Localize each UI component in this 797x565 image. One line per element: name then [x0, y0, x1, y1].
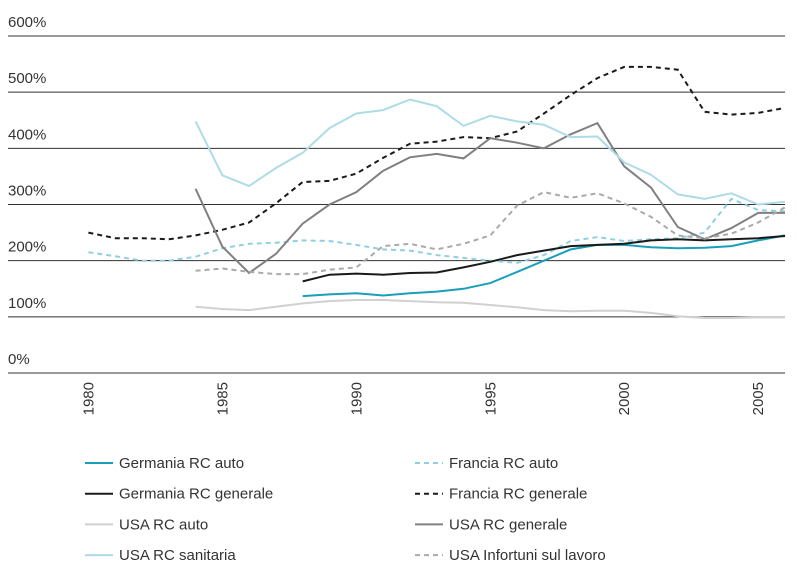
- x-tick-label: 1980: [80, 382, 97, 415]
- x-tick-label: 1990: [348, 382, 365, 415]
- legend-label: USA RC generale: [449, 516, 567, 533]
- y-tick-label: 100%: [8, 295, 46, 312]
- legend-label: Francia RC auto: [449, 455, 558, 472]
- legend-label: USA Infortuni sul lavoro: [449, 547, 606, 564]
- legend-label: USA RC auto: [119, 516, 208, 533]
- y-tick-label: 400%: [8, 126, 46, 143]
- y-tick-label: 500%: [8, 70, 46, 87]
- legend-label: USA RC sanitaria: [119, 547, 236, 564]
- legend-label: Germania RC generale: [119, 486, 273, 503]
- y-tick-label: 0%: [8, 351, 30, 368]
- series-line: [302, 234, 786, 298]
- legend-label: Germania RC auto: [119, 455, 244, 472]
- x-tick-label: 1985: [214, 382, 231, 415]
- legend-label: Francia RC generale: [449, 486, 587, 503]
- y-tick-label: 200%: [8, 239, 46, 256]
- y-tick-label: 600%: [8, 14, 46, 31]
- series-line: [88, 65, 786, 241]
- series-line: [302, 235, 786, 283]
- y-tick-label: 300%: [8, 183, 46, 200]
- series-line: [195, 299, 785, 319]
- x-tick-label: 1995: [482, 382, 499, 415]
- series-line: [88, 197, 786, 264]
- x-tick-label: 2000: [616, 382, 633, 415]
- x-tick-label: 2005: [750, 382, 767, 415]
- series-line: [194, 121, 785, 275]
- series-line: [194, 98, 786, 206]
